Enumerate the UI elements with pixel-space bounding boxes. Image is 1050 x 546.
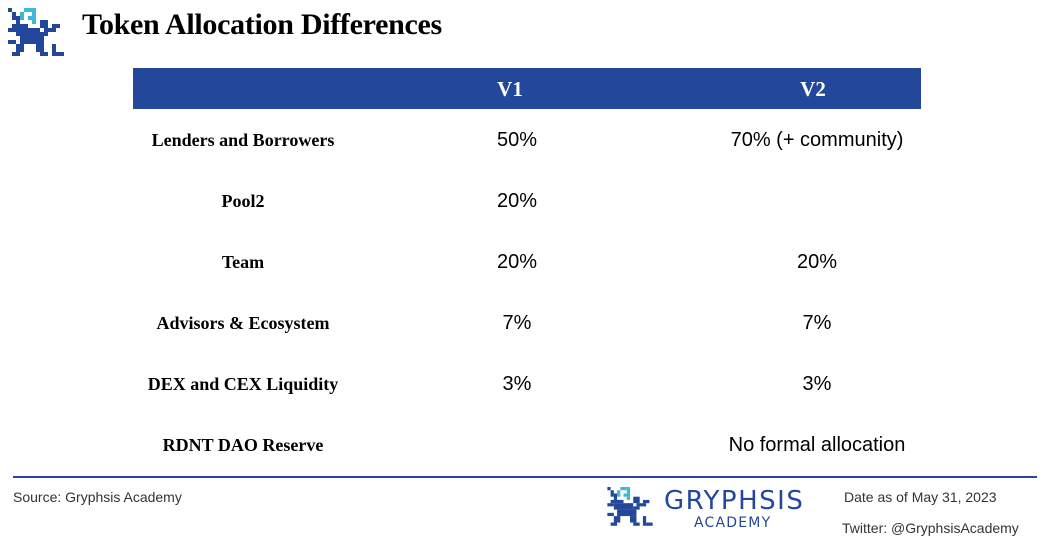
row-value-v1: 20% xyxy=(496,190,538,212)
row-value-v1: 3% xyxy=(502,373,532,395)
row-label: Pool2 xyxy=(221,191,265,211)
source-note: Source: Gryphsis Academy xyxy=(13,489,182,505)
gryphon-logo-icon xyxy=(607,487,653,526)
date-note: Date as of May 31, 2023 xyxy=(844,489,997,505)
gryphon-logo-icon xyxy=(8,8,64,56)
brand-name: GRYPHSIS xyxy=(664,486,805,516)
twitter-handle: Twitter: @GryphsisAcademy xyxy=(842,520,1019,536)
brand-subtitle: ACADEMY xyxy=(694,515,772,531)
row-value-v2: 3% xyxy=(802,373,832,395)
row-label: DEX and CEX Liquidity xyxy=(147,374,339,394)
column-header-v2: V2 xyxy=(800,77,826,101)
row-value-v1: 20% xyxy=(496,251,538,273)
row-value-v1: 50% xyxy=(496,129,538,151)
row-label: RDNT DAO Reserve xyxy=(162,435,324,455)
row-value-v2: 7% xyxy=(802,312,832,334)
row-label: Advisors & Ecosystem xyxy=(156,313,330,333)
page-title: Token Allocation Differences xyxy=(82,8,442,41)
column-header-v1: V1 xyxy=(497,77,523,101)
row-value-v2: 70% (+ community) xyxy=(730,129,904,151)
row-value-v2: 20% xyxy=(796,251,838,273)
table-header: V1 V2 xyxy=(133,68,921,109)
row-value-v1: 7% xyxy=(502,312,532,334)
row-label: Lenders and Borrowers xyxy=(151,130,335,150)
row-label: Team xyxy=(221,252,265,272)
footer-divider xyxy=(13,476,1037,478)
row-value-v2: No formal allocation xyxy=(728,434,906,456)
